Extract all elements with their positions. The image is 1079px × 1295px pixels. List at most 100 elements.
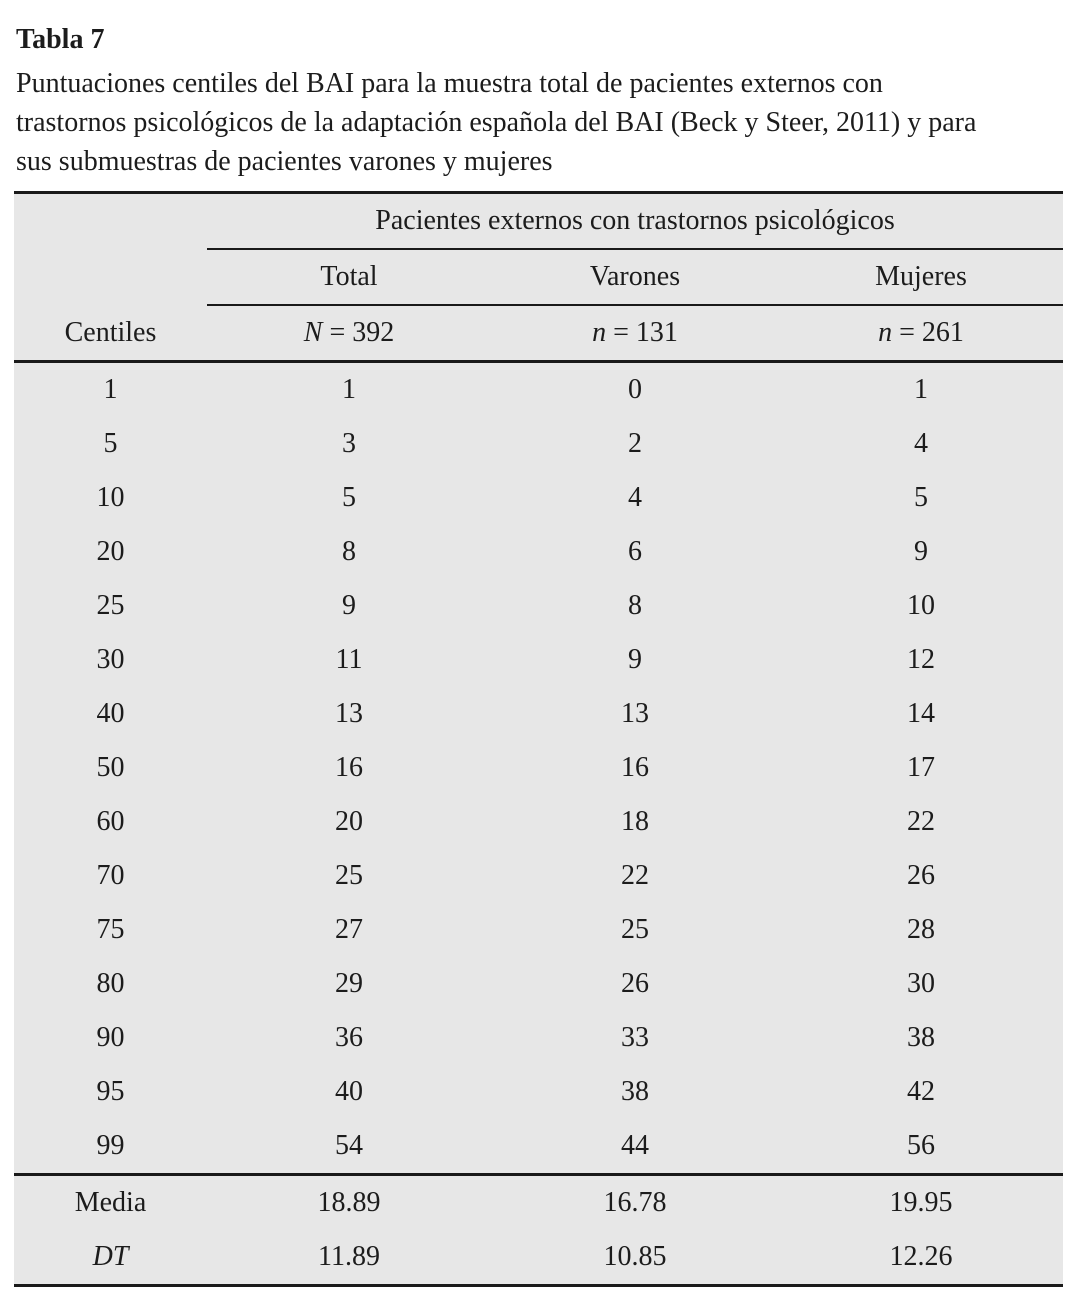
caption-line: trastornos psicológicos de la adaptación… xyxy=(16,107,977,138)
value-cell: 29 xyxy=(335,968,363,999)
value-cell: 13 xyxy=(335,698,363,729)
value-cell: 2 xyxy=(628,428,642,459)
table-row: 75 27 25 28 xyxy=(14,903,1063,957)
stats-row: Media 18.89 16.78 19.95 xyxy=(14,1173,1064,1230)
table-row: 20 8 6 9 xyxy=(14,525,1063,579)
value-cell: 22 xyxy=(621,860,649,891)
table-row: 10 5 4 5 xyxy=(14,471,1063,525)
centile-cell: 99 xyxy=(96,1130,125,1161)
centile-cell: 95 xyxy=(96,1076,125,1107)
value-cell: 13 xyxy=(621,698,649,729)
value-cell: 3 xyxy=(342,428,356,459)
centile-cell: 75 xyxy=(96,914,125,945)
centile-cell: 10 xyxy=(96,482,125,513)
value-cell: 14 xyxy=(907,698,935,729)
value-cell: 8 xyxy=(628,590,642,621)
stat-value: 12.26 xyxy=(889,1241,953,1272)
value-cell: 20 xyxy=(335,806,363,837)
value-cell: 33 xyxy=(621,1022,649,1053)
stat-label: DT xyxy=(92,1241,129,1272)
value-cell: 8 xyxy=(342,536,356,567)
group-header-row: Pacientes externos con trastornos psicol… xyxy=(14,192,1064,250)
value-cell: 11 xyxy=(335,644,363,675)
n-value: = 131 xyxy=(613,317,678,348)
row-header-centiles: Centiles xyxy=(14,305,207,363)
n-value: = 392 xyxy=(329,317,395,348)
table-row: 99 54 44 56 xyxy=(14,1119,1063,1175)
value-cell: 56 xyxy=(907,1130,935,1161)
value-cell: 1 xyxy=(342,374,356,405)
centile-cell: 20 xyxy=(96,536,125,567)
group-header: Pacientes externos con trastornos psicol… xyxy=(207,192,1064,250)
stat-value: 11.89 xyxy=(318,1241,380,1272)
stat-value: 18.89 xyxy=(207,1173,491,1230)
table-row: 1 1 0 1 xyxy=(14,362,1063,418)
value-cell: 38 xyxy=(621,1076,649,1107)
value-cell: 42 xyxy=(907,1076,935,1107)
sample-size-varones: n = 131 xyxy=(491,305,779,363)
n-value: = 261 xyxy=(899,317,964,348)
value-cell: 4 xyxy=(628,482,642,513)
sample-size-mujeres: n = 261 xyxy=(779,305,1064,363)
table-title: Tabla 7 xyxy=(16,24,105,55)
empty-cell xyxy=(14,193,207,250)
centile-cell: 60 xyxy=(96,806,125,837)
table-row: 5 3 2 4 xyxy=(14,417,1063,471)
stat-value: 10.85 xyxy=(603,1241,667,1272)
value-cell: 1 xyxy=(914,374,928,405)
caption-line: sus submuestras de pacientes varones y m… xyxy=(16,146,553,177)
stat-value: 19.95 xyxy=(779,1173,1064,1230)
sample-size-row: Centiles N = 392 n = 131 n = 261 xyxy=(14,305,1064,363)
value-cell: 30 xyxy=(907,968,935,999)
value-cell: 6 xyxy=(628,536,642,567)
centile-cell: 1 xyxy=(103,374,118,405)
value-cell: 54 xyxy=(335,1130,363,1161)
centile-cell: 70 xyxy=(96,860,125,891)
centile-cell: 50 xyxy=(96,752,125,783)
column-header-total: Total xyxy=(207,249,491,306)
stat-value: 16.78 xyxy=(491,1173,779,1230)
table-row: 25 9 8 10 xyxy=(14,579,1063,633)
value-cell: 28 xyxy=(907,914,935,945)
table-row: 95 40 38 42 xyxy=(14,1065,1063,1119)
value-cell: 36 xyxy=(335,1022,363,1053)
value-cell: 5 xyxy=(914,482,928,513)
stats-row: DT 11.89 10.85 12.26 xyxy=(14,1230,1063,1286)
centile-cell: 80 xyxy=(96,968,125,999)
value-cell: 27 xyxy=(335,914,363,945)
value-cell: 17 xyxy=(907,752,935,783)
value-cell: 4 xyxy=(914,428,928,459)
n-symbol: N xyxy=(303,317,323,348)
value-cell: 38 xyxy=(907,1022,935,1053)
centile-cell: 5 xyxy=(103,428,118,459)
column-header-mujeres: Mujeres xyxy=(779,249,1064,306)
value-cell: 12 xyxy=(907,644,935,675)
value-cell: 22 xyxy=(907,806,935,837)
centiles-table: Pacientes externos con trastornos psicol… xyxy=(14,191,1064,1287)
value-cell: 25 xyxy=(335,860,363,891)
n-symbol: n xyxy=(878,317,893,348)
sample-size-total: N = 392 xyxy=(207,305,491,363)
table-row: 40 13 13 14 xyxy=(14,687,1063,741)
value-cell: 16 xyxy=(621,752,649,783)
value-cell: 44 xyxy=(621,1130,649,1161)
value-cell: 25 xyxy=(621,914,649,945)
value-cell: 26 xyxy=(907,860,935,891)
table-caption: Puntuaciones centiles del BAI para la mu… xyxy=(14,64,1063,181)
centile-cell: 30 xyxy=(96,644,125,675)
column-header-varones: Varones xyxy=(491,249,779,306)
table-row: 30 11 9 12 xyxy=(14,633,1063,687)
table-row: 70 25 22 26 xyxy=(14,849,1063,903)
table-row: 90 36 33 38 xyxy=(14,1011,1063,1065)
centile-cell: 25 xyxy=(96,590,125,621)
value-cell: 16 xyxy=(335,752,363,783)
stat-label: Media xyxy=(14,1173,207,1230)
value-cell: 9 xyxy=(914,536,928,567)
caption-line: Puntuaciones centiles del BAI para la mu… xyxy=(16,68,883,99)
table-row: 60 20 18 22 xyxy=(14,795,1063,849)
value-cell: 9 xyxy=(628,644,642,675)
centile-cell: 90 xyxy=(96,1022,125,1053)
value-cell: 26 xyxy=(621,968,649,999)
column-label-row: Total Varones Mujeres xyxy=(14,249,1064,306)
